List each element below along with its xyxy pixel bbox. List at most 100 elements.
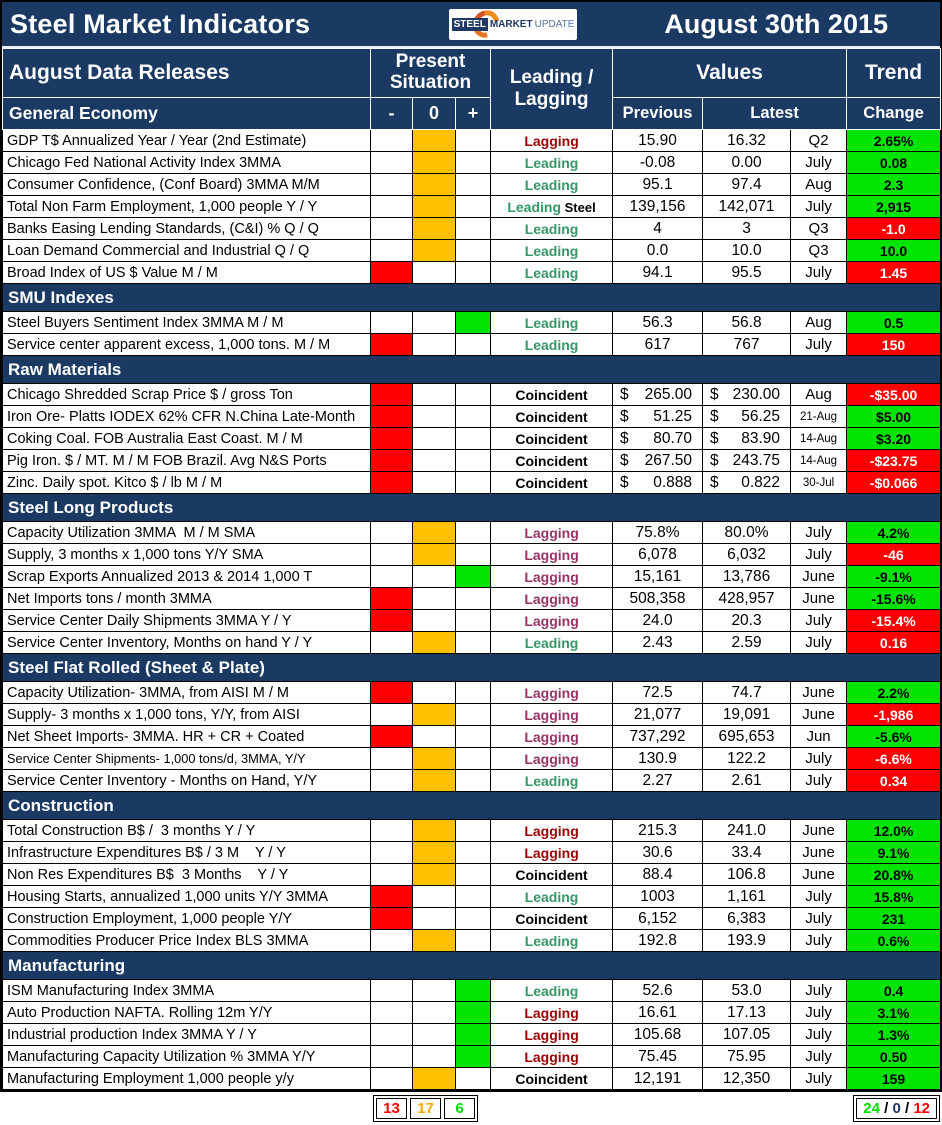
trend-change-cell: -1.0 [846,217,942,240]
trend-change-cell: 15.8% [846,885,942,908]
situation-zero-cell [412,819,456,842]
previous-value-cell: 75.8% [612,521,704,544]
situation-minus-cell [370,979,413,1002]
title-bar: Steel Market Indicators STEEL MARKET UPD… [2,2,940,48]
row-label: Supply, 3 months x 1,000 tons Y/Y SMA [2,543,371,566]
indicator-label: Lagging [524,684,579,701]
situation-zero-cell [412,151,456,174]
situation-zero-cell [412,311,456,334]
latest-value-cell-number: 83.90 [741,429,781,447]
trend-change-cell: 20.8% [846,863,942,886]
leading-lagging-cell: Lagging [490,587,614,610]
situation-zero-cell [412,173,456,196]
row-label: Coking Coal. FOB Australia East Coast. M… [2,427,371,450]
situation-minus-cell [370,333,413,356]
situation-minus-cell [370,631,413,654]
indicator-label: Coincident [515,866,588,883]
situation-zero-cell [412,979,456,1002]
trend-change-cell: 0.16 [846,631,942,654]
indicator-row-zinc-daily-spot-kitco-lb-m-m: Zinc. Daily spot. Kitco $ / lb M / M Coin… [2,471,942,494]
situation-plus-cell [454,217,492,240]
situation-zero-cell [412,427,456,450]
row-label: Chicago Shredded Scrap Price $ / gross T… [2,383,371,406]
previous-value-cell: $265.00 [612,383,704,406]
leading-lagging-cell: Lagging [490,543,614,566]
latest-value-cell: 6,032 [702,543,792,566]
latest-value-cell: 1,161 [702,885,792,908]
situation-plus-cell [454,1045,492,1068]
previous-value-cell: $267.50 [612,449,704,472]
column-header-zero: 0 [412,97,456,130]
previous-value-cell: $80.70 [612,427,704,450]
latest-value-cell: 6,383 [702,907,792,930]
period-cell: July [790,333,848,356]
row-label: ISM Manufacturing Index 3MMA [2,979,371,1002]
previous-value-cell: 94.1 [612,261,704,284]
period-cell: July [790,929,848,952]
row-label: Capacity Utilization- 3MMA, from AISI M … [2,681,371,704]
period-cell: Aug [790,311,848,334]
section-title-construction: Construction [1,791,942,820]
indicator-row-steel-buyers-sentiment-index-3mma-m-m: Steel Buyers Sentiment Index 3MMA M / M L… [2,311,942,334]
section-row-steel-flat-rolled-sheet-plate: Steel Flat Rolled (Sheet & Plate) [1,653,942,682]
situation-zero-cell [412,261,456,284]
trend-summary-box: 24 / 0 / 12 [853,1095,940,1122]
trend-change-cell: 159 [846,1067,942,1090]
situation-plus-cell [454,1023,492,1046]
situation-zero-cell [412,681,456,704]
row-label: Infrastructure Expenditures B$ / 3 M Y /… [2,841,371,864]
situation-minus-cell [370,311,413,334]
situation-minus-cell [370,543,413,566]
period-cell: July [790,769,848,792]
indicator-row-loan-demand-commercial-and-industrial-q-: Loan Demand Commercial and Industrial Q … [2,239,942,262]
trend-change-cell: 0.4 [846,979,942,1002]
period-cell: Aug [790,173,848,196]
leading-lagging-cell: Lagging [490,1001,614,1024]
period-cell: July [790,885,848,908]
situation-minus-cell [370,863,413,886]
previous-value-cell: 105.68 [612,1023,704,1046]
row-label: GDP T$ Annualized Year / Year (2nd Estim… [2,129,371,152]
latest-value-cell: 12,350 [702,1067,792,1090]
report-date: August 30th 2015 [664,8,888,39]
row-label: Banks Easing Lending Standards, (C&I) % … [2,217,371,240]
leading-lagging-cell: Coincident [490,449,614,472]
trend-change-cell: 3.1% [846,1001,942,1024]
latest-value-cell: 0.00 [702,151,792,174]
indicator-row-consumer-confidence-conf-board-3mma-m-m: Consumer Confidence, (Conf Board) 3MMA M… [2,173,942,196]
trend-change-cell: -$0.066 [846,471,942,494]
previous-value-cell: 12,191 [612,1067,704,1090]
trend-change-cell: 2.2% [846,681,942,704]
period-cell: Q3 [790,217,848,240]
latest-value-cell: 142,071 [702,195,792,218]
indicator-label: Leading [524,932,579,949]
situation-minus-cell [370,565,413,588]
latest-value-cell: 53.0 [702,979,792,1002]
indicator-label: Leading [524,772,579,789]
situation-plus-cell [454,587,492,610]
indicator-row-service-center-inventory-months-on-hand-: Service Center Inventory - Months on Han… [2,769,942,792]
previous-value-cell: 139,156 [612,195,704,218]
latest-value-cell: 241.0 [702,819,792,842]
row-label: Manufacturing Capacity Utilization % 3MM… [2,1045,371,1068]
dollar-sign: $ [620,407,629,425]
section-row-steel-long-products: Steel Long Products [1,493,942,522]
latest-value-cell: 75.95 [702,1045,792,1068]
situation-plus-cell [454,521,492,544]
situation-plus-cell [454,195,492,218]
period-cell: June [790,841,848,864]
period-cell: July [790,261,848,284]
trend-change-cell: 231 [846,907,942,930]
situation-minus-cell [370,261,413,284]
situation-plus-cell [454,471,492,494]
situation-zero-cell [412,239,456,262]
situation-plus-cell [454,841,492,864]
column-header-present-situation: Present Situation [369,48,492,98]
previous-value-cell: 508,358 [612,587,704,610]
latest-value-cell: 193.9 [702,929,792,952]
situation-zero-cell [412,609,456,632]
indicator-label: Lagging [524,590,579,607]
indicator-label: Leading [507,198,562,215]
situation-minus-cell [370,841,413,864]
latest-value-cell-number: 230.00 [732,385,781,403]
